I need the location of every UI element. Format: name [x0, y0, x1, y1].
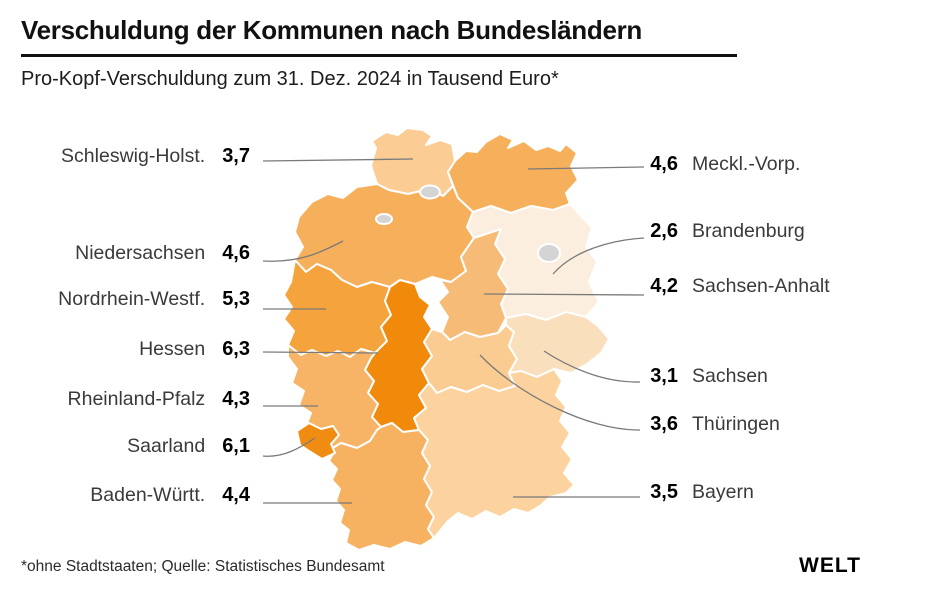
state-name: Sachsen-Anhalt — [692, 275, 830, 297]
state-name: Saarland — [127, 435, 206, 457]
source-note: *ohne Stadtstaaten; Quelle: Statistische… — [21, 558, 385, 575]
title-underline — [21, 54, 737, 57]
state-label-row: 2,6 Brandenburg — [646, 220, 805, 243]
state-value: 4,6 — [650, 153, 678, 175]
map-region-mecklenburg-vorpommern — [447, 133, 579, 214]
page-subtitle: Pro-Kopf-Verschuldung zum 31. Dez. 2024 … — [21, 68, 559, 90]
state-value: 3,5 — [650, 481, 678, 503]
leader-line-niedersachsen — [262, 240, 344, 262]
map-region-bayern — [413, 368, 575, 539]
state-label-row: Baden-Württ. 4,4 — [90, 484, 250, 507]
state-value: 6,3 — [222, 338, 250, 360]
state-value: 5,3 — [222, 288, 250, 310]
map-region-baden-wuerttemberg — [328, 422, 435, 551]
state-label-row: 3,6 Thüringen — [646, 413, 780, 436]
map-city-hamburg — [419, 184, 441, 200]
state-value: 3,7 — [222, 145, 250, 167]
leader-line-mecklenburg-vorpommern — [527, 166, 645, 170]
map-city-berlin — [537, 243, 561, 263]
state-name: Brandenburg — [692, 220, 805, 242]
state-name: Schleswig-Holst. — [61, 145, 206, 167]
leader-line-hessen — [262, 351, 379, 354]
state-label-row: Saarland 6,1 — [127, 435, 250, 458]
state-label-row: Niedersachsen 4,6 — [75, 242, 250, 265]
leader-line-sachsen — [543, 350, 641, 383]
state-label-row: Schleswig-Holst. 3,7 — [61, 145, 250, 168]
map-region-schleswig-holstein — [370, 127, 456, 197]
map-region-sachsen — [505, 311, 610, 378]
state-value: 2,6 — [650, 220, 678, 242]
state-label-row: 3,1 Sachsen — [646, 365, 768, 388]
state-name: Nordrhein-Westf. — [58, 288, 206, 310]
map-region-thueringen — [421, 324, 518, 394]
state-label-row: 4,2 Sachsen-Anhalt — [646, 275, 830, 298]
state-name: Niedersachsen — [75, 242, 206, 264]
state-name: Meckl.-Vorp. — [692, 153, 801, 175]
state-value: 6,1 — [222, 435, 250, 457]
leader-line-thueringen — [479, 354, 641, 431]
state-name: Rheinland-Pfalz — [67, 388, 206, 410]
map-city-bremen — [375, 213, 393, 225]
state-name: Sachsen — [692, 365, 768, 387]
state-label-row: Nordrhein-Westf. 5,3 — [58, 288, 250, 311]
state-value: 3,1 — [650, 365, 678, 387]
state-value: 3,6 — [650, 413, 678, 435]
state-name: Bayern — [692, 481, 754, 503]
state-name: Thüringen — [692, 413, 780, 435]
leader-line-sachsen-anhalt — [483, 293, 645, 296]
state-label-row: 4,6 Meckl.-Vorp. — [646, 153, 800, 176]
leader-lines — [262, 158, 645, 504]
state-name: Hessen — [139, 338, 206, 360]
welt-logo: WELT — [799, 554, 861, 577]
state-value: 4,4 — [222, 484, 250, 506]
state-value: 4,3 — [222, 388, 250, 410]
leader-line-schleswig-holstein — [262, 158, 414, 162]
state-value: 4,2 — [650, 275, 678, 297]
map-regions — [283, 127, 610, 551]
state-value: 4,6 — [222, 242, 250, 264]
page-title: Verschuldung der Kommunen nach Bundeslän… — [21, 15, 643, 45]
state-label-row: Rheinland-Pfalz 4,3 — [68, 388, 250, 411]
state-label-row: Hessen 6,3 — [139, 338, 250, 361]
state-label-row: 3,5 Bayern — [646, 481, 754, 504]
leader-line-saarland — [262, 437, 316, 457]
state-name: Baden-Württ. — [90, 484, 206, 506]
leader-line-brandenburg — [552, 237, 645, 275]
map-region-saarland — [296, 422, 340, 460]
